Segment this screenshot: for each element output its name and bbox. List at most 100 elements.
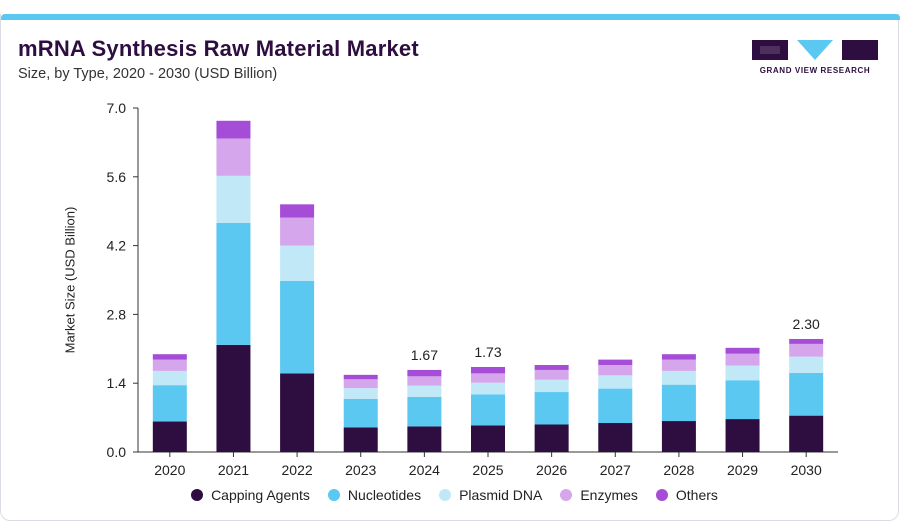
- bar-segment-plasmid-dna: [598, 375, 633, 389]
- brand-name: GRAND VIEW RESEARCH: [759, 66, 871, 75]
- x-tick-label: 2025: [472, 462, 503, 478]
- legend-label: Enzymes: [580, 487, 638, 503]
- bar-segment-others: [725, 347, 760, 354]
- x-tick-label: 2023: [345, 462, 376, 478]
- bar-segment-capping-agents: [789, 415, 824, 452]
- data-label: 1.67: [411, 347, 438, 363]
- bar-segment-capping-agents: [152, 421, 187, 452]
- bar-segment-others: [534, 365, 569, 370]
- x-tick-label: 2021: [218, 462, 249, 478]
- bar-segment-enzymes: [598, 365, 633, 376]
- bar-segment-others: [789, 338, 824, 344]
- bar-segment-enzymes: [661, 359, 696, 371]
- bar-segment-nucleotides: [789, 372, 824, 416]
- bar-segment-capping-agents: [661, 421, 696, 452]
- bar-segment-enzymes: [280, 217, 315, 246]
- bar-segment-nucleotides: [598, 388, 633, 424]
- bar-segment-plasmid-dna: [216, 175, 251, 223]
- legend-label: Capping Agents: [211, 487, 310, 503]
- bar-segment-nucleotides: [661, 384, 696, 422]
- accent-bar: [1, 14, 900, 20]
- x-tick-label: 2026: [536, 462, 567, 478]
- bar-segment-capping-agents: [534, 424, 569, 452]
- bar-segment-nucleotides: [343, 398, 378, 428]
- bar-segment-plasmid-dna: [471, 382, 505, 395]
- bar-segment-others: [471, 366, 505, 374]
- bar-segment-capping-agents: [407, 426, 442, 452]
- x-tick-label: 2020: [154, 462, 185, 478]
- legend-swatch: [655, 489, 668, 501]
- logo-block-right: [842, 40, 878, 60]
- bar-segment-others: [407, 369, 442, 377]
- logo-block-left: [752, 40, 788, 60]
- legend-item-enzymes: Enzymes: [560, 487, 638, 503]
- chart-title: mRNA Synthesis Raw Material Market: [18, 36, 419, 61]
- logo-block-middle: [797, 40, 833, 60]
- bar-segment-enzymes: [407, 376, 442, 386]
- bar-segment-enzymes: [725, 353, 760, 366]
- bar-segment-capping-agents: [725, 419, 760, 452]
- x-tick-label: 2028: [663, 462, 694, 478]
- bar-segment-capping-agents: [598, 423, 633, 452]
- bar-segment-capping-agents: [343, 427, 378, 452]
- legend-label: Plasmid DNA: [459, 487, 543, 503]
- legend-item-nucleotides: Nucleotides: [327, 487, 422, 503]
- y-tick-label: 7.0: [107, 100, 127, 116]
- legend-item-plasmid-dna: Plasmid DNA: [439, 487, 542, 503]
- bar-segment-enzymes: [343, 379, 378, 389]
- bar-segment-others: [280, 204, 315, 218]
- legend-swatch: [191, 489, 204, 501]
- legend-item-others: Others: [655, 487, 718, 503]
- bar-segment-plasmid-dna: [725, 365, 760, 381]
- bar-segment-plasmid-dna: [152, 370, 187, 386]
- bar-segment-nucleotides: [407, 396, 442, 427]
- bar-segment-plasmid-dna: [534, 379, 569, 393]
- data-label: 2.30: [793, 316, 820, 332]
- legend-label: Others: [675, 487, 718, 503]
- y-tick-label: 1.4: [107, 375, 127, 391]
- bar-segment-others: [343, 374, 378, 380]
- bar-segment-plasmid-dna: [789, 356, 824, 373]
- bar-segment-nucleotides: [725, 380, 760, 420]
- bar-segment-nucleotides: [280, 280, 315, 374]
- bar-segment-nucleotides: [152, 385, 187, 422]
- bar-segment-capping-agents: [216, 344, 251, 452]
- bar-segment-enzymes: [152, 359, 187, 371]
- bar-segment-plasmid-dna: [343, 388, 378, 399]
- bar-segment-others: [661, 354, 696, 360]
- x-tick-label: 2029: [727, 462, 758, 478]
- bar-segment-capping-agents: [280, 373, 315, 452]
- bar-segment-others: [216, 120, 251, 139]
- x-tick-label: 2024: [409, 462, 440, 478]
- y-tick-label: 0.0: [107, 444, 127, 460]
- legend-item-capping-agents: Capping Agents: [191, 487, 310, 503]
- bar-segment-nucleotides: [471, 394, 505, 426]
- bar-segment-others: [152, 354, 187, 360]
- bar-segment-enzymes: [789, 343, 824, 357]
- legend-swatch: [560, 489, 573, 501]
- x-tick-label: 2027: [600, 462, 631, 478]
- y-tick-label: 5.6: [107, 169, 127, 185]
- x-tick-label: 2030: [791, 462, 822, 478]
- bar-segment-nucleotides: [216, 222, 251, 345]
- bar-segment-plasmid-dna: [407, 385, 442, 397]
- bar-segment-capping-agents: [471, 425, 505, 452]
- data-label: 1.73: [474, 344, 501, 360]
- bar-segment-enzymes: [216, 138, 251, 176]
- legend-swatch: [327, 489, 340, 501]
- y-tick-label: 4.2: [107, 238, 127, 254]
- legend-swatch: [439, 489, 452, 501]
- chart-subtitle: Size, by Type, 2020 - 2030 (USD Billion): [18, 66, 278, 82]
- bar-segment-enzymes: [471, 373, 505, 383]
- bar-segment-enzymes: [534, 369, 569, 380]
- bar-segment-plasmid-dna: [280, 245, 315, 281]
- legend-label: Nucleotides: [347, 487, 422, 503]
- bar-segment-plasmid-dna: [661, 370, 696, 385]
- bar-segment-others: [598, 359, 633, 366]
- bar-segment-nucleotides: [534, 392, 569, 425]
- y-tick-label: 2.8: [107, 306, 127, 322]
- chart-legend: Capping Agents Nucleotides Plasmid DNA Enzy…: [0, 487, 909, 503]
- x-tick-label: 2022: [282, 462, 313, 478]
- brand-logo: [752, 40, 878, 60]
